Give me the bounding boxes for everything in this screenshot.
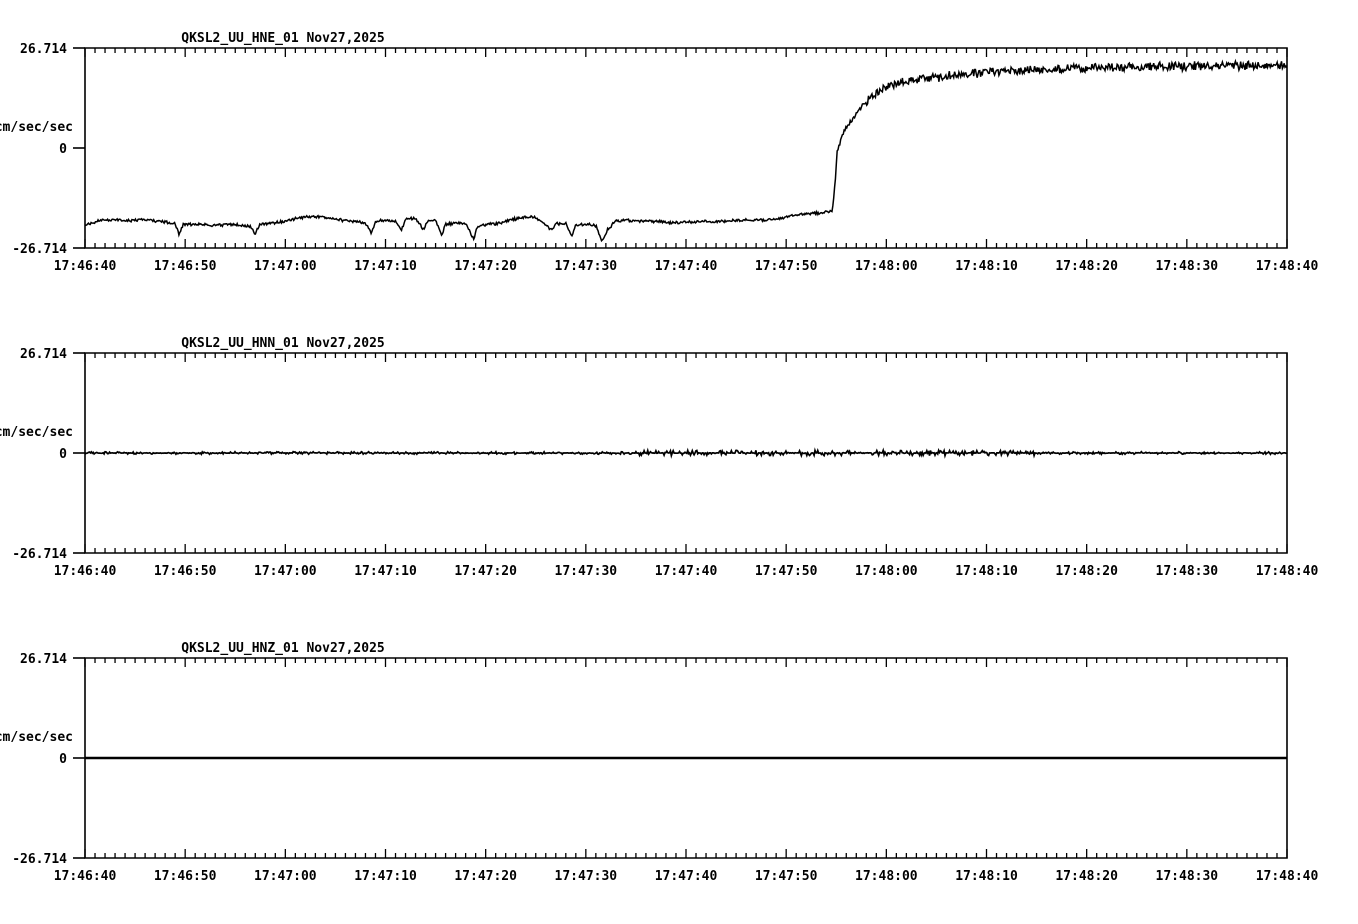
x-tick-label: 17:48:00 [855, 869, 918, 884]
x-tick-label: 17:48:20 [1055, 259, 1118, 274]
x-tick-label: 17:48:00 [855, 259, 918, 274]
x-tick-label: 17:47:10 [354, 869, 417, 884]
x-tick-label: 17:47:50 [755, 564, 818, 579]
y-tick-min: -26.714 [12, 242, 67, 257]
y-tick-mid: 0 [59, 447, 67, 462]
y-tick-mid: 0 [59, 142, 67, 157]
x-tick-label: 17:47:00 [254, 564, 317, 579]
y-tick-mid: 0 [59, 752, 67, 767]
panel-hnz: QKSL2_UU_HNZ_01 Nov27,2025 26.714 0 -26.714… [0, 610, 1358, 910]
x-tick-label: 17:48:10 [955, 564, 1018, 579]
y-axis-units: cm/sec/sec [0, 120, 73, 135]
x-tick-label: 17:48:30 [1156, 564, 1219, 579]
x-tick-label: 17:48:40 [1256, 564, 1319, 579]
x-tick-label: 17:46:50 [154, 564, 217, 579]
x-tick-label: 17:47:50 [755, 869, 818, 884]
x-tick-label: 17:46:50 [154, 869, 217, 884]
x-tick-label: 17:47:00 [254, 869, 317, 884]
panel-title: QKSL2_UU_HNN_01 Nov27,2025 [181, 336, 385, 351]
x-tick-label: 17:47:20 [454, 564, 517, 579]
x-tick-label: 17:47:40 [655, 564, 718, 579]
y-axis-units: cm/sec/sec [0, 730, 73, 745]
panel-hne-plot: QKSL2_UU_HNE_01 Nov27,2025 26.714 0 -26.714… [0, 31, 1319, 274]
x-tick-label: 17:46:40 [54, 564, 117, 579]
x-tick-label: 17:48:10 [955, 869, 1018, 884]
x-tick-label: 17:48:30 [1156, 869, 1219, 884]
y-tick-min: -26.714 [12, 852, 67, 867]
x-tick-label: 17:47:50 [755, 259, 818, 274]
y-tick-max: 26.714 [20, 42, 67, 57]
y-tick-max: 26.714 [20, 347, 67, 362]
x-tick-label: 17:48:00 [855, 564, 918, 579]
panel-title: QKSL2_UU_HNZ_01 Nov27,2025 [181, 641, 385, 656]
x-tick-label: 17:48:40 [1256, 259, 1319, 274]
waveform-trace [84, 447, 1287, 459]
x-tick-label: 17:48:20 [1055, 564, 1118, 579]
waveform-trace [84, 58, 1288, 243]
x-tick-label: 17:47:30 [555, 564, 618, 579]
x-tick-label: 17:48:20 [1055, 869, 1118, 884]
x-tick-label: 17:47:10 [354, 564, 417, 579]
x-tick-label: 17:47:40 [655, 259, 718, 274]
x-tick-label: 17:47:20 [454, 869, 517, 884]
x-tick-label: 17:48:40 [1256, 869, 1319, 884]
panel-title: QKSL2_UU_HNE_01 Nov27,2025 [181, 31, 385, 46]
x-tick-label: 17:48:30 [1156, 259, 1219, 274]
x-tick-label: 17:46:40 [54, 259, 117, 274]
x-tick-label: 17:47:20 [454, 259, 517, 274]
panel-hne: QKSL2_UU_HNE_01 Nov27,2025 26.714 0 -26.714… [0, 0, 1358, 300]
x-tick-label: 17:47:40 [655, 869, 718, 884]
panel-hnn: QKSL2_UU_HNN_01 Nov27,2025 26.714 0 -26.714… [0, 305, 1358, 605]
x-tick-label: 17:47:10 [354, 259, 417, 274]
y-tick-min: -26.714 [12, 547, 67, 562]
x-tick-label: 17:46:50 [154, 259, 217, 274]
panel-hnz-plot: QKSL2_UU_HNZ_01 Nov27,2025 26.714 0 -26.714… [0, 641, 1319, 884]
x-tick-label: 17:47:30 [555, 869, 618, 884]
y-axis-units: cm/sec/sec [0, 425, 73, 440]
x-tick-label: 17:46:40 [54, 869, 117, 884]
x-tick-label: 17:47:00 [254, 259, 317, 274]
panel-hnn-plot: QKSL2_UU_HNN_01 Nov27,2025 26.714 0 -26.714… [0, 336, 1319, 579]
y-tick-max: 26.714 [20, 652, 67, 667]
x-tick-label: 17:47:30 [555, 259, 618, 274]
x-tick-label: 17:48:10 [955, 259, 1018, 274]
